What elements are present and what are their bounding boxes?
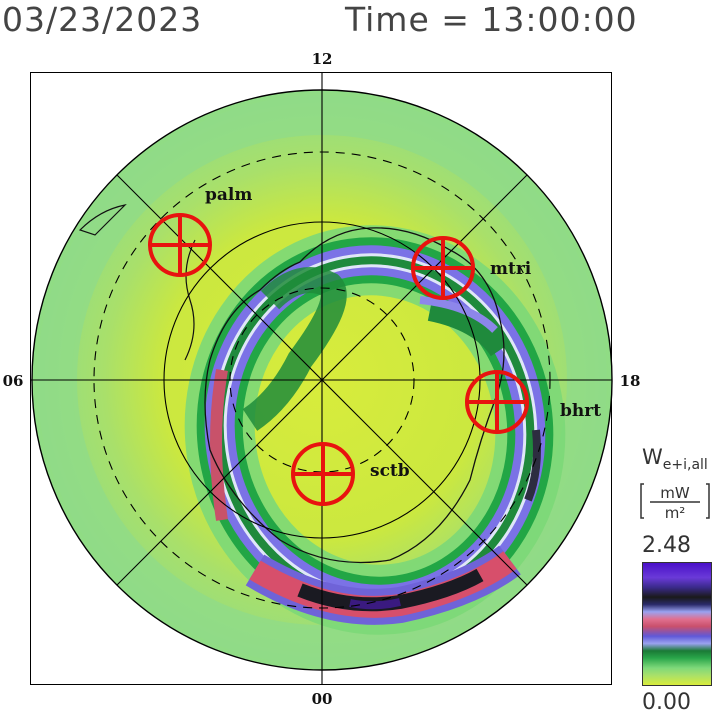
mlt-label-00: 00 [312, 690, 333, 708]
unit-denominator: m² [665, 504, 686, 522]
mlt-label-06: 06 [3, 372, 24, 390]
station-label-bhrt: bhrt [560, 401, 601, 421]
colorbar-unit: mW m² [640, 483, 710, 522]
colorbar-symbol: W [642, 445, 663, 469]
date-label: 03/23/2023 [2, 0, 203, 39]
mlt-label-18: 18 [620, 372, 641, 390]
station-markers: palm mtri bhrt sctb [148, 185, 601, 506]
unit-numerator: mW [660, 484, 690, 502]
colorbar-max: 2.48 [642, 533, 691, 558]
colorbar-gradient [642, 562, 712, 686]
mlt-label-12: 12 [312, 50, 333, 68]
station-label-palm: palm [205, 185, 252, 205]
time-label: Time = 13:00:00 [345, 0, 638, 39]
colorbar-min: 0.00 [642, 690, 691, 715]
station-label-mtri: mtri [490, 259, 532, 279]
station-marker-sctb: sctb [291, 442, 410, 506]
station-marker-palm: palm [148, 185, 252, 277]
colorbar-subscript: e+i,all [662, 457, 708, 474]
colorbar-title: We+i,all [642, 445, 708, 473]
station-marker-bhrt: bhrt [465, 370, 601, 434]
station-label-sctb: sctb [370, 461, 410, 481]
station-marker-mtri: mtri [411, 236, 532, 300]
